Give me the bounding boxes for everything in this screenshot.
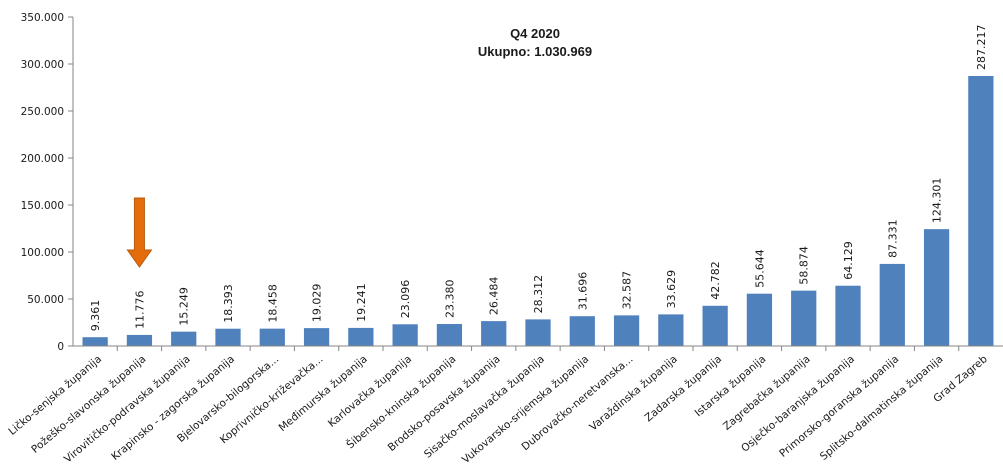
y-tick-label: 0	[57, 341, 64, 353]
bar	[923, 229, 950, 346]
data-label: 19.029	[311, 284, 324, 323]
data-label: 287.217	[975, 25, 988, 71]
data-labels: 9.361 11.776 15.249 18.393 18.458 19.029 19.24…	[89, 25, 988, 332]
data-label: 33.629	[665, 270, 678, 309]
chart-title-group: Q4 2020 Ukupno: 1.030.969	[478, 26, 592, 59]
bar	[791, 290, 817, 346]
bar	[658, 314, 684, 346]
data-label: 55.644	[753, 249, 766, 288]
bar	[348, 327, 374, 346]
data-label: 58.874	[798, 246, 811, 285]
data-label: 31.696	[576, 272, 589, 311]
y-tick-label: 100.000	[21, 247, 64, 259]
data-label: 19.241	[355, 283, 368, 322]
y-tick-label: 150.000	[21, 200, 64, 212]
data-label: 26.484	[488, 277, 501, 316]
x-tick-label: Zadarska županija	[643, 353, 725, 424]
data-label: 87.331	[886, 219, 899, 258]
bar	[525, 319, 551, 346]
bar	[746, 293, 773, 346]
bar	[879, 263, 905, 346]
data-label: 23.380	[443, 280, 456, 319]
data-label: 124.301	[931, 178, 944, 224]
x-tick-label: Karlovačka županija	[326, 353, 414, 430]
data-label: 28.312	[532, 275, 545, 314]
bar	[303, 328, 330, 346]
bar	[569, 316, 595, 346]
y-tick-label: 300.000	[21, 59, 64, 71]
data-label: 18.458	[266, 284, 279, 323]
data-label: 18.393	[222, 284, 235, 323]
bar	[171, 331, 197, 346]
bar	[968, 76, 994, 346]
bar	[436, 324, 463, 346]
data-label: 32.587	[621, 271, 634, 310]
data-label: 15.249	[178, 287, 191, 326]
bar	[613, 315, 640, 346]
data-label: 9.361	[89, 300, 102, 332]
bar	[259, 328, 285, 346]
y-tick-label: 350.000	[21, 12, 64, 24]
y-tick-label: 200.000	[21, 153, 64, 165]
y-tick-label: 50.000	[27, 294, 64, 306]
bar	[82, 337, 108, 346]
data-label: 64.129	[842, 241, 855, 280]
bar	[392, 324, 418, 346]
data-label: 42.782	[709, 261, 722, 300]
data-label: 23.096	[399, 280, 412, 319]
x-tick-label: Zagrebačka županija	[721, 353, 813, 433]
bar	[126, 334, 153, 346]
y-axis: 0 50.000 100.000 150.000 200.000 250.000 300.0…	[21, 12, 74, 353]
bar	[835, 285, 861, 346]
x-tick-label: Međimurska županija	[277, 353, 370, 434]
bar	[481, 321, 507, 346]
bar	[702, 305, 728, 346]
bar	[215, 328, 241, 346]
x-tick-label: Varaždinska županija	[587, 353, 679, 433]
data-label: 11.776	[133, 290, 146, 329]
bars	[82, 76, 994, 346]
x-axis: Ličko-senjska županijaPožeško-slavonska …	[6, 345, 1003, 466]
chart-subtitle: Ukupno: 1.030.969	[478, 44, 592, 59]
highlight-arrow	[126, 197, 153, 268]
chart-title: Q4 2020	[510, 26, 560, 41]
y-tick-label: 250.000	[21, 106, 64, 118]
orange-arrow-icon	[126, 197, 153, 268]
